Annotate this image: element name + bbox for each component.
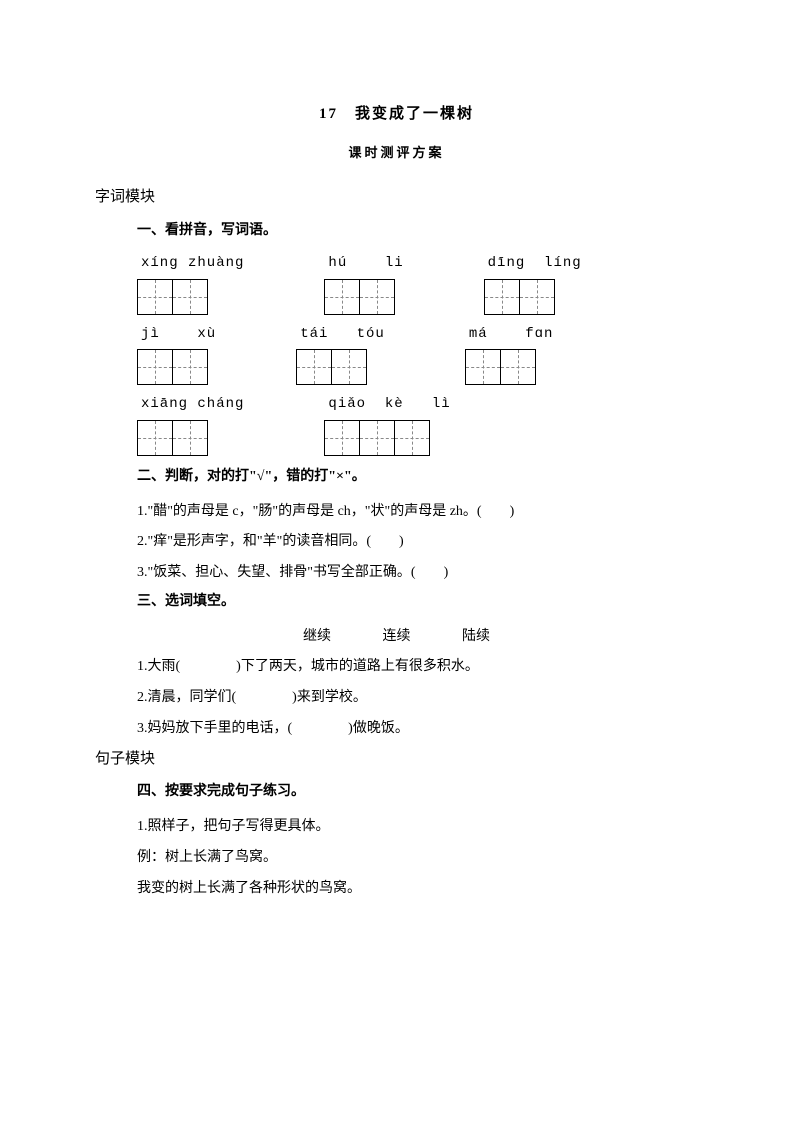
pinyin-label: tái tóu: [296, 321, 385, 348]
q3-3[interactable]: 3.妈妈放下手里的电话，( )做晚饭。: [137, 714, 698, 745]
pinyin-item: xínɡ zhuànɡ: [137, 250, 244, 315]
pinyin-label: má fɑn: [465, 321, 554, 348]
lesson-subtitle: 课时测评方案: [95, 141, 698, 166]
q3-2[interactable]: 2.清晨，同学们( )来到学校。: [137, 683, 698, 714]
pinyin-item: jì xù: [137, 321, 216, 386]
pinyin-grid: xínɡ zhuànɡ hú li dīnɡ línɡ jì xù tái tó…: [137, 250, 698, 456]
write-boxes[interactable]: [465, 349, 554, 385]
word-options: 继续 连续 陆续: [95, 622, 698, 653]
pinyin-label: xínɡ zhuànɡ: [137, 250, 244, 277]
pinyin-item: hú li: [324, 250, 403, 315]
section-2-head: 二、判断，对的打"√"，错的打"×"。: [137, 464, 698, 491]
pinyin-item: tái tóu: [296, 321, 385, 386]
q2-3[interactable]: 3."饭菜、担心、失望、排骨"书写全部正确。( ): [137, 558, 698, 589]
pinyin-row: xiānɡ chánɡ qiǎo kè lì: [137, 391, 698, 456]
section-1-head: 一、看拼音，写词语。: [137, 218, 698, 245]
pinyin-label: jì xù: [137, 321, 216, 348]
pinyin-label: hú li: [324, 250, 403, 277]
write-boxes[interactable]: [324, 279, 403, 315]
pinyin-label: qiǎo kè lì: [324, 391, 450, 418]
lesson-title: 17 我变成了一棵树: [95, 100, 698, 129]
q4-1: 1.照样子，把句子写得更具体。: [137, 812, 698, 843]
q2-2[interactable]: 2."痒"是形声字，和"羊"的读音相同。( ): [137, 527, 698, 558]
pinyin-item: xiānɡ chánɡ: [137, 391, 244, 456]
module-sentence: 句子模块: [95, 745, 698, 774]
pinyin-row: xínɡ zhuànɡ hú li dīnɡ línɡ: [137, 250, 698, 315]
write-boxes[interactable]: [324, 420, 450, 456]
section-3-head: 三、选词填空。: [137, 589, 698, 616]
pinyin-row: jì xù tái tóu má fɑn: [137, 321, 698, 386]
section-4-head: 四、按要求完成句子练习。: [137, 779, 698, 806]
write-boxes[interactable]: [137, 349, 216, 385]
q4-ex1: 例：树上长满了鸟窝。: [137, 843, 698, 874]
pinyin-item: qiǎo kè lì: [324, 391, 450, 456]
q4-ex2: 我变的树上长满了各种形状的鸟窝。: [137, 874, 698, 905]
option-b: 连续: [383, 629, 411, 644]
pinyin-item: dīnɡ línɡ: [484, 250, 582, 315]
pinyin-label: xiānɡ chánɡ: [137, 391, 244, 418]
q2-1[interactable]: 1."醋"的声母是 c，"肠"的声母是 ch，"状"的声母是 zh。( ): [137, 497, 698, 528]
option-a: 继续: [303, 629, 331, 644]
module-word: 字词模块: [95, 183, 698, 212]
write-boxes[interactable]: [137, 420, 244, 456]
write-boxes[interactable]: [296, 349, 385, 385]
pinyin-item: má fɑn: [465, 321, 554, 386]
pinyin-label: dīnɡ línɡ: [484, 250, 582, 277]
write-boxes[interactable]: [137, 279, 244, 315]
option-c: 陆续: [462, 629, 490, 644]
write-boxes[interactable]: [484, 279, 582, 315]
q3-1[interactable]: 1.大雨( )下了两天，城市的道路上有很多积水。: [137, 652, 698, 683]
